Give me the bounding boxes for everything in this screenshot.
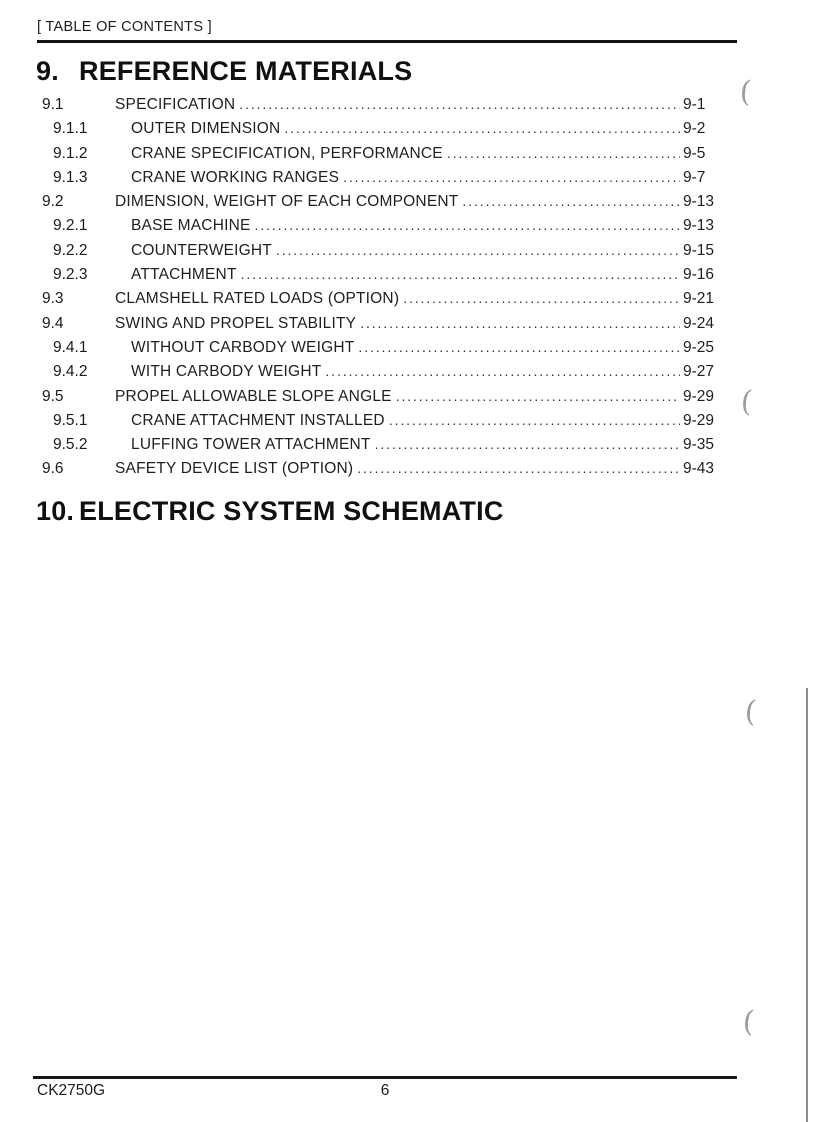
- toc-entry-title: WITH CARBODY WEIGHT: [131, 363, 322, 381]
- toc-entry-title: LUFFING TOWER ATTACHMENT: [131, 436, 371, 454]
- toc-entry-title: CLAMSHELL RATED LOADS (OPTION): [115, 290, 400, 308]
- section-10-title: ELECTRIC SYSTEM SCHEMATIC: [79, 496, 504, 526]
- toc-entry-title: SAFETY DEVICE LIST (OPTION): [115, 460, 354, 478]
- toc-entry: 9.2.1 BASE MACHINE 9-13: [37, 213, 737, 237]
- toc-entry: 9.1.1 OUTER DIMENSION 9-2: [37, 116, 737, 140]
- toc-entry-number: 9.5: [42, 387, 64, 405]
- running-header: [ TABLE OF CONTENTS ]: [37, 19, 212, 35]
- toc-entry: 9.1 SPECIFICATION 9-1: [37, 92, 737, 116]
- scan-edge-line-artifact: [806, 688, 808, 1122]
- header-rule: [37, 40, 737, 43]
- toc-entry-page: 9-13: [683, 217, 715, 235]
- toc-entry-title: SWING AND PROPEL STABILITY: [115, 314, 357, 332]
- dot-leader: [357, 456, 680, 481]
- toc-entry-title: SPECIFICATION: [115, 96, 236, 113]
- toc-entry-page: 9-35: [683, 436, 715, 454]
- toc-entry-number: 9.4.2: [53, 363, 88, 381]
- section-10-number: 10.: [36, 496, 75, 526]
- scan-binding-artifact: (: [741, 1003, 756, 1039]
- toc-entry: 9.3 CLAMSHELL RATED LOADS (OPTION) 9-21: [37, 286, 737, 310]
- toc-entry-page: 9-25: [683, 338, 715, 356]
- dot-leader: [447, 141, 680, 166]
- footer-document-code: CK2750G: [37, 1082, 106, 1099]
- section-9-number: 9.: [36, 56, 59, 86]
- toc-entry-number: 9.6: [42, 460, 64, 478]
- toc-entry-number: 9.3: [42, 290, 64, 308]
- toc-entry-title: PROPEL ALLOWABLE SLOPE ANGLE: [115, 387, 392, 405]
- dot-leader: [360, 311, 680, 336]
- toc-entry-page: 9-2: [683, 120, 706, 138]
- toc-entry-page: 9-1: [683, 96, 706, 113]
- toc-entry: 9.4.2 WITH CARBODY WEIGHT 9-27: [37, 359, 737, 383]
- toc-entry: 9.4 SWING AND PROPEL STABILITY 9-24: [37, 311, 737, 335]
- toc-entry-number: 9.1: [42, 96, 64, 113]
- toc-entry-title: CRANE SPECIFICATION, PERFORMANCE: [131, 144, 443, 162]
- dot-leader: [239, 92, 680, 117]
- toc-entry: 9.5 PROPEL ALLOWABLE SLOPE ANGLE 9-29: [37, 384, 737, 408]
- toc-entry-page: 9-5: [683, 144, 706, 162]
- toc-entry-title: ATTACHMENT: [131, 266, 237, 284]
- dot-leader: [462, 189, 680, 214]
- toc-entry-page: 9-27: [683, 363, 715, 381]
- table-of-contents: 9.1 SPECIFICATION 9-1 9.1.1 OUTER DIMENSION…: [37, 92, 737, 481]
- toc-entry-page: 9-21: [683, 290, 715, 308]
- section-10-heading: 10. ELECTRIC SYSTEM SCHEMATIC: [36, 496, 504, 527]
- toc-entry-page: 9-29: [683, 387, 715, 405]
- toc-entry-title: BASE MACHINE: [131, 217, 251, 235]
- toc-entry-title: OUTER DIMENSION: [131, 120, 281, 138]
- toc-entry-page: 9-43: [683, 460, 715, 478]
- toc-entry-page: 9-29: [683, 411, 715, 429]
- toc-entry: 9.2 DIMENSION, WEIGHT OF EACH COMPONENT 9-…: [37, 189, 737, 213]
- toc-entry-title: WITHOUT CARBODY WEIGHT: [131, 338, 355, 356]
- toc-entry: 9.1.2 CRANE SPECIFICATION, PERFORMANCE 9-5: [37, 141, 737, 165]
- toc-entry-page: 9-16: [683, 266, 715, 284]
- toc-entry-page: 9-24: [683, 314, 715, 332]
- toc-entry: 9.4.1 WITHOUT CARBODY WEIGHT 9-25: [37, 335, 737, 359]
- dot-leader: [343, 165, 680, 190]
- toc-entry-number: 9.2: [42, 193, 64, 211]
- dot-leader: [284, 116, 680, 141]
- toc-entry-number: 9.5.2: [53, 436, 88, 454]
- toc-entry-title: DIMENSION, WEIGHT OF EACH COMPONENT: [115, 193, 459, 211]
- toc-entry-title: COUNTERWEIGHT: [131, 241, 272, 259]
- dot-leader: [325, 359, 680, 384]
- toc-entry: 9.6 SAFETY DEVICE LIST (OPTION) 9-43: [37, 456, 737, 480]
- toc-entry-number: 9.1.2: [53, 144, 88, 162]
- toc-entry-title: CRANE WORKING RANGES: [131, 168, 340, 186]
- toc-entry-number: 9.2.3: [53, 266, 88, 284]
- toc-entry-page: 9-7: [683, 168, 706, 186]
- dot-leader: [375, 432, 680, 457]
- toc-entry-number: 9.1.3: [53, 168, 88, 186]
- scan-binding-artifact: (: [743, 693, 758, 729]
- section-9-title: REFERENCE MATERIALS: [79, 56, 413, 86]
- scan-binding-artifact: (: [738, 73, 753, 109]
- dot-leader: [241, 262, 680, 287]
- toc-entry-number: 9.1.1: [53, 120, 88, 138]
- toc-entry-number: 9.5.1: [53, 411, 88, 429]
- toc-entry-number: 9.4: [42, 314, 64, 332]
- toc-entry: 9.5.1 CRANE ATTACHMENT INSTALLED 9-29: [37, 408, 737, 432]
- toc-entry-page: 9-13: [683, 193, 715, 211]
- section-9-heading: 9. REFERENCE MATERIALS: [36, 56, 412, 87]
- dot-leader: [403, 286, 680, 311]
- footer-rule: [33, 1076, 737, 1079]
- toc-entry-page: 9-15: [683, 241, 715, 259]
- toc-entry-number: 9.2.2: [53, 241, 88, 259]
- scan-binding-artifact: (: [739, 383, 754, 419]
- toc-entry: 9.2.3 ATTACHMENT 9-16: [37, 262, 737, 286]
- toc-entry: 9.2.2 COUNTERWEIGHT 9-15: [37, 238, 737, 262]
- dot-leader: [396, 384, 680, 409]
- dot-leader: [255, 213, 680, 238]
- toc-entry-number: 9.2.1: [53, 217, 88, 235]
- dot-leader: [358, 335, 680, 360]
- toc-entry: 9.1.3 CRANE WORKING RANGES 9-7: [37, 165, 737, 189]
- dot-leader: [276, 238, 680, 263]
- toc-entry: 9.5.2 LUFFING TOWER ATTACHMENT 9-35: [37, 432, 737, 456]
- toc-entry-title: CRANE ATTACHMENT INSTALLED: [131, 411, 385, 429]
- dot-leader: [389, 408, 680, 433]
- footer-page-number: 6: [380, 1082, 390, 1099]
- toc-entry-number: 9.4.1: [53, 338, 88, 356]
